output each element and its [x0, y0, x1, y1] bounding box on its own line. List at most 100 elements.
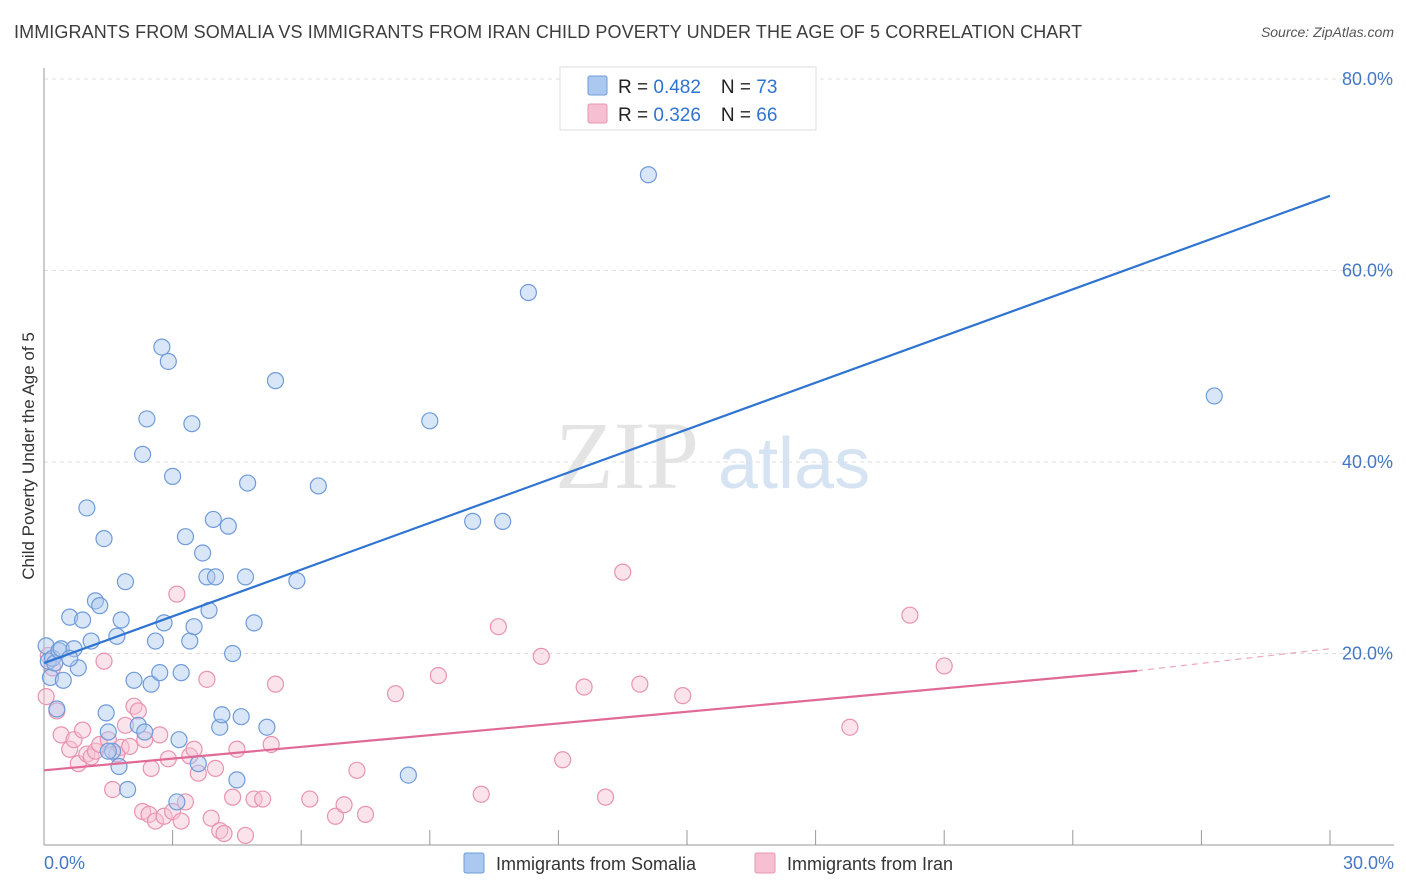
somalia-point [204, 510, 222, 529]
series-legend: Immigrants from Somalia Immigrants from … [463, 852, 953, 874]
legend-swatch-somalia [587, 75, 608, 96]
iran-point [224, 788, 242, 806]
iran-point [631, 675, 649, 693]
iran-point [198, 670, 216, 688]
somalia-point [185, 618, 203, 636]
legend-somalia-r-label: R = [618, 77, 653, 98]
iran-point [554, 751, 572, 769]
iran-point [172, 812, 190, 830]
legend-iran-r-label: R = [618, 105, 653, 126]
x-tick-label-min: 0.0% [44, 853, 85, 873]
iran-point [326, 807, 345, 825]
somalia-point [118, 780, 137, 799]
somalia-point [309, 477, 327, 495]
somalia-point [421, 412, 439, 430]
chart-title: IMMIGRANTS FROM SOMALIA VS IMMIGRANTS FR… [14, 22, 1083, 42]
somalia-point [213, 706, 231, 724]
iran-point [935, 657, 953, 675]
legend-swatch-iran [587, 103, 608, 124]
iran-point [146, 812, 165, 830]
somalia-point [189, 755, 207, 773]
legend-iran-n-label: N = [721, 105, 756, 126]
iran-point [472, 785, 490, 803]
somalia-point [95, 529, 113, 548]
somalia-point [54, 671, 72, 689]
iran-point [189, 764, 207, 782]
somalia-point [183, 415, 201, 433]
somalia-point [99, 723, 117, 741]
iran-point [112, 738, 130, 756]
iran-point [901, 606, 919, 624]
correlation-legend: R = 0.482 N = 73 R = 0.326 N = 66 [559, 66, 817, 131]
iran-point [140, 805, 158, 823]
y-axis-tick-labels: 20.0% 40.0% 60.0% 80.0% [1342, 69, 1393, 664]
watermark: ZIP atlas [555, 402, 870, 509]
iran-point [356, 805, 375, 823]
iran-point [151, 726, 169, 744]
iran-point [301, 790, 319, 808]
iran-point [202, 809, 220, 827]
iran-point [65, 731, 83, 749]
iran-point [142, 759, 160, 778]
legend-iran-text: R = 0.326 N = 66 [618, 105, 777, 126]
somalia-point [164, 467, 182, 485]
iran-point [575, 678, 593, 696]
iran-point [164, 802, 182, 821]
bottom-legend-label-iran: Immigrants from Iran [787, 854, 953, 874]
iran-point [596, 788, 615, 806]
bottom-legend-swatch-somalia [463, 852, 485, 874]
somalia-trend-line [43, 194, 1331, 665]
iran-point [121, 737, 139, 755]
somalia-point [232, 708, 250, 726]
y-axis-label: Child Poverty Under the Age of 5 [19, 332, 38, 580]
iran-point [348, 761, 366, 779]
somalia-point [153, 338, 171, 356]
somalia-point [116, 573, 135, 591]
y-tick-label: 60.0% [1342, 261, 1393, 281]
somalia-point [138, 410, 156, 428]
somalia-point [258, 718, 276, 736]
somalia-point [73, 611, 92, 629]
somalia-point [399, 766, 417, 784]
somalia-point [219, 517, 237, 535]
legend-somalia-n-value: 73 [756, 77, 777, 98]
somalia-point [110, 757, 128, 776]
somalia-point [168, 793, 186, 811]
legend-somalia-text: R = 0.482 N = 73 [618, 77, 777, 98]
iran-point [614, 563, 632, 581]
somalia-point [206, 568, 225, 586]
somalia-point [172, 664, 190, 682]
x-axis-ticks [172, 830, 1331, 845]
somalia-point [239, 474, 257, 492]
iran-point [841, 718, 859, 736]
iran-point [254, 790, 272, 808]
somalia-point [639, 166, 658, 184]
gridlines [44, 78, 1394, 654]
iran-point [52, 726, 70, 744]
watermark-zip: ZIP [555, 402, 699, 509]
x-tick-label-max: 30.0% [1343, 853, 1394, 873]
somalia-point [99, 742, 117, 760]
somalia-point [464, 512, 482, 530]
iran-point [228, 740, 246, 758]
somalia-point [494, 512, 512, 530]
somalia-point [1205, 387, 1223, 405]
iran-point [386, 685, 405, 703]
iran-point [335, 796, 353, 814]
bottom-legend-swatch-iran [754, 852, 776, 874]
somalia-point [103, 742, 122, 760]
iran-point [168, 585, 186, 603]
somalia-point [151, 664, 169, 682]
iran-point [532, 647, 550, 665]
y-tick-label: 80.0% [1342, 69, 1393, 89]
somalia-point [133, 445, 152, 463]
somalia-point [266, 372, 285, 390]
legend-somalia-r-value: 0.482 [653, 77, 701, 98]
somalia-point [146, 632, 165, 650]
source-credit: Source: ZipAtlas.com [1260, 24, 1394, 40]
iran-point [73, 721, 92, 739]
iran-trend-line [43, 669, 1138, 772]
iran-point [61, 740, 79, 758]
iran-point [103, 780, 122, 799]
somalia-point [288, 572, 306, 590]
